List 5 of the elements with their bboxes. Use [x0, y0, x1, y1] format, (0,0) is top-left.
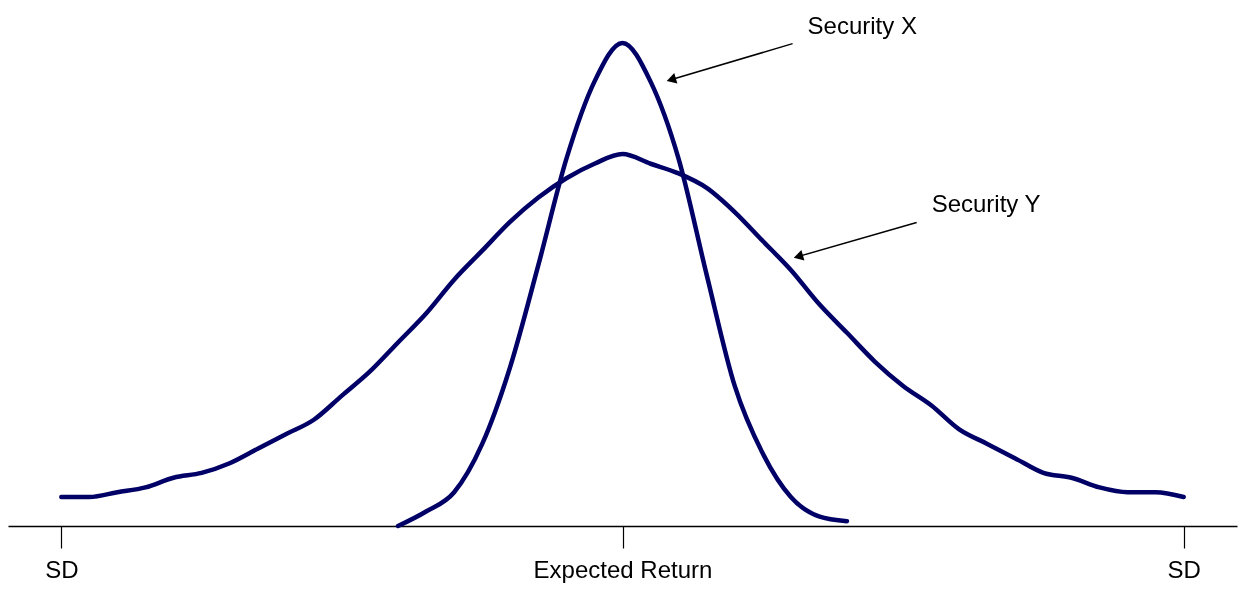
x-tick-label: Expected Return [533, 555, 713, 583]
x-tick-label: SD [45, 555, 79, 583]
x-tick-label: SD [1167, 555, 1201, 583]
annotation: Security Y [931, 190, 1041, 218]
text: Security X [807, 11, 917, 39]
